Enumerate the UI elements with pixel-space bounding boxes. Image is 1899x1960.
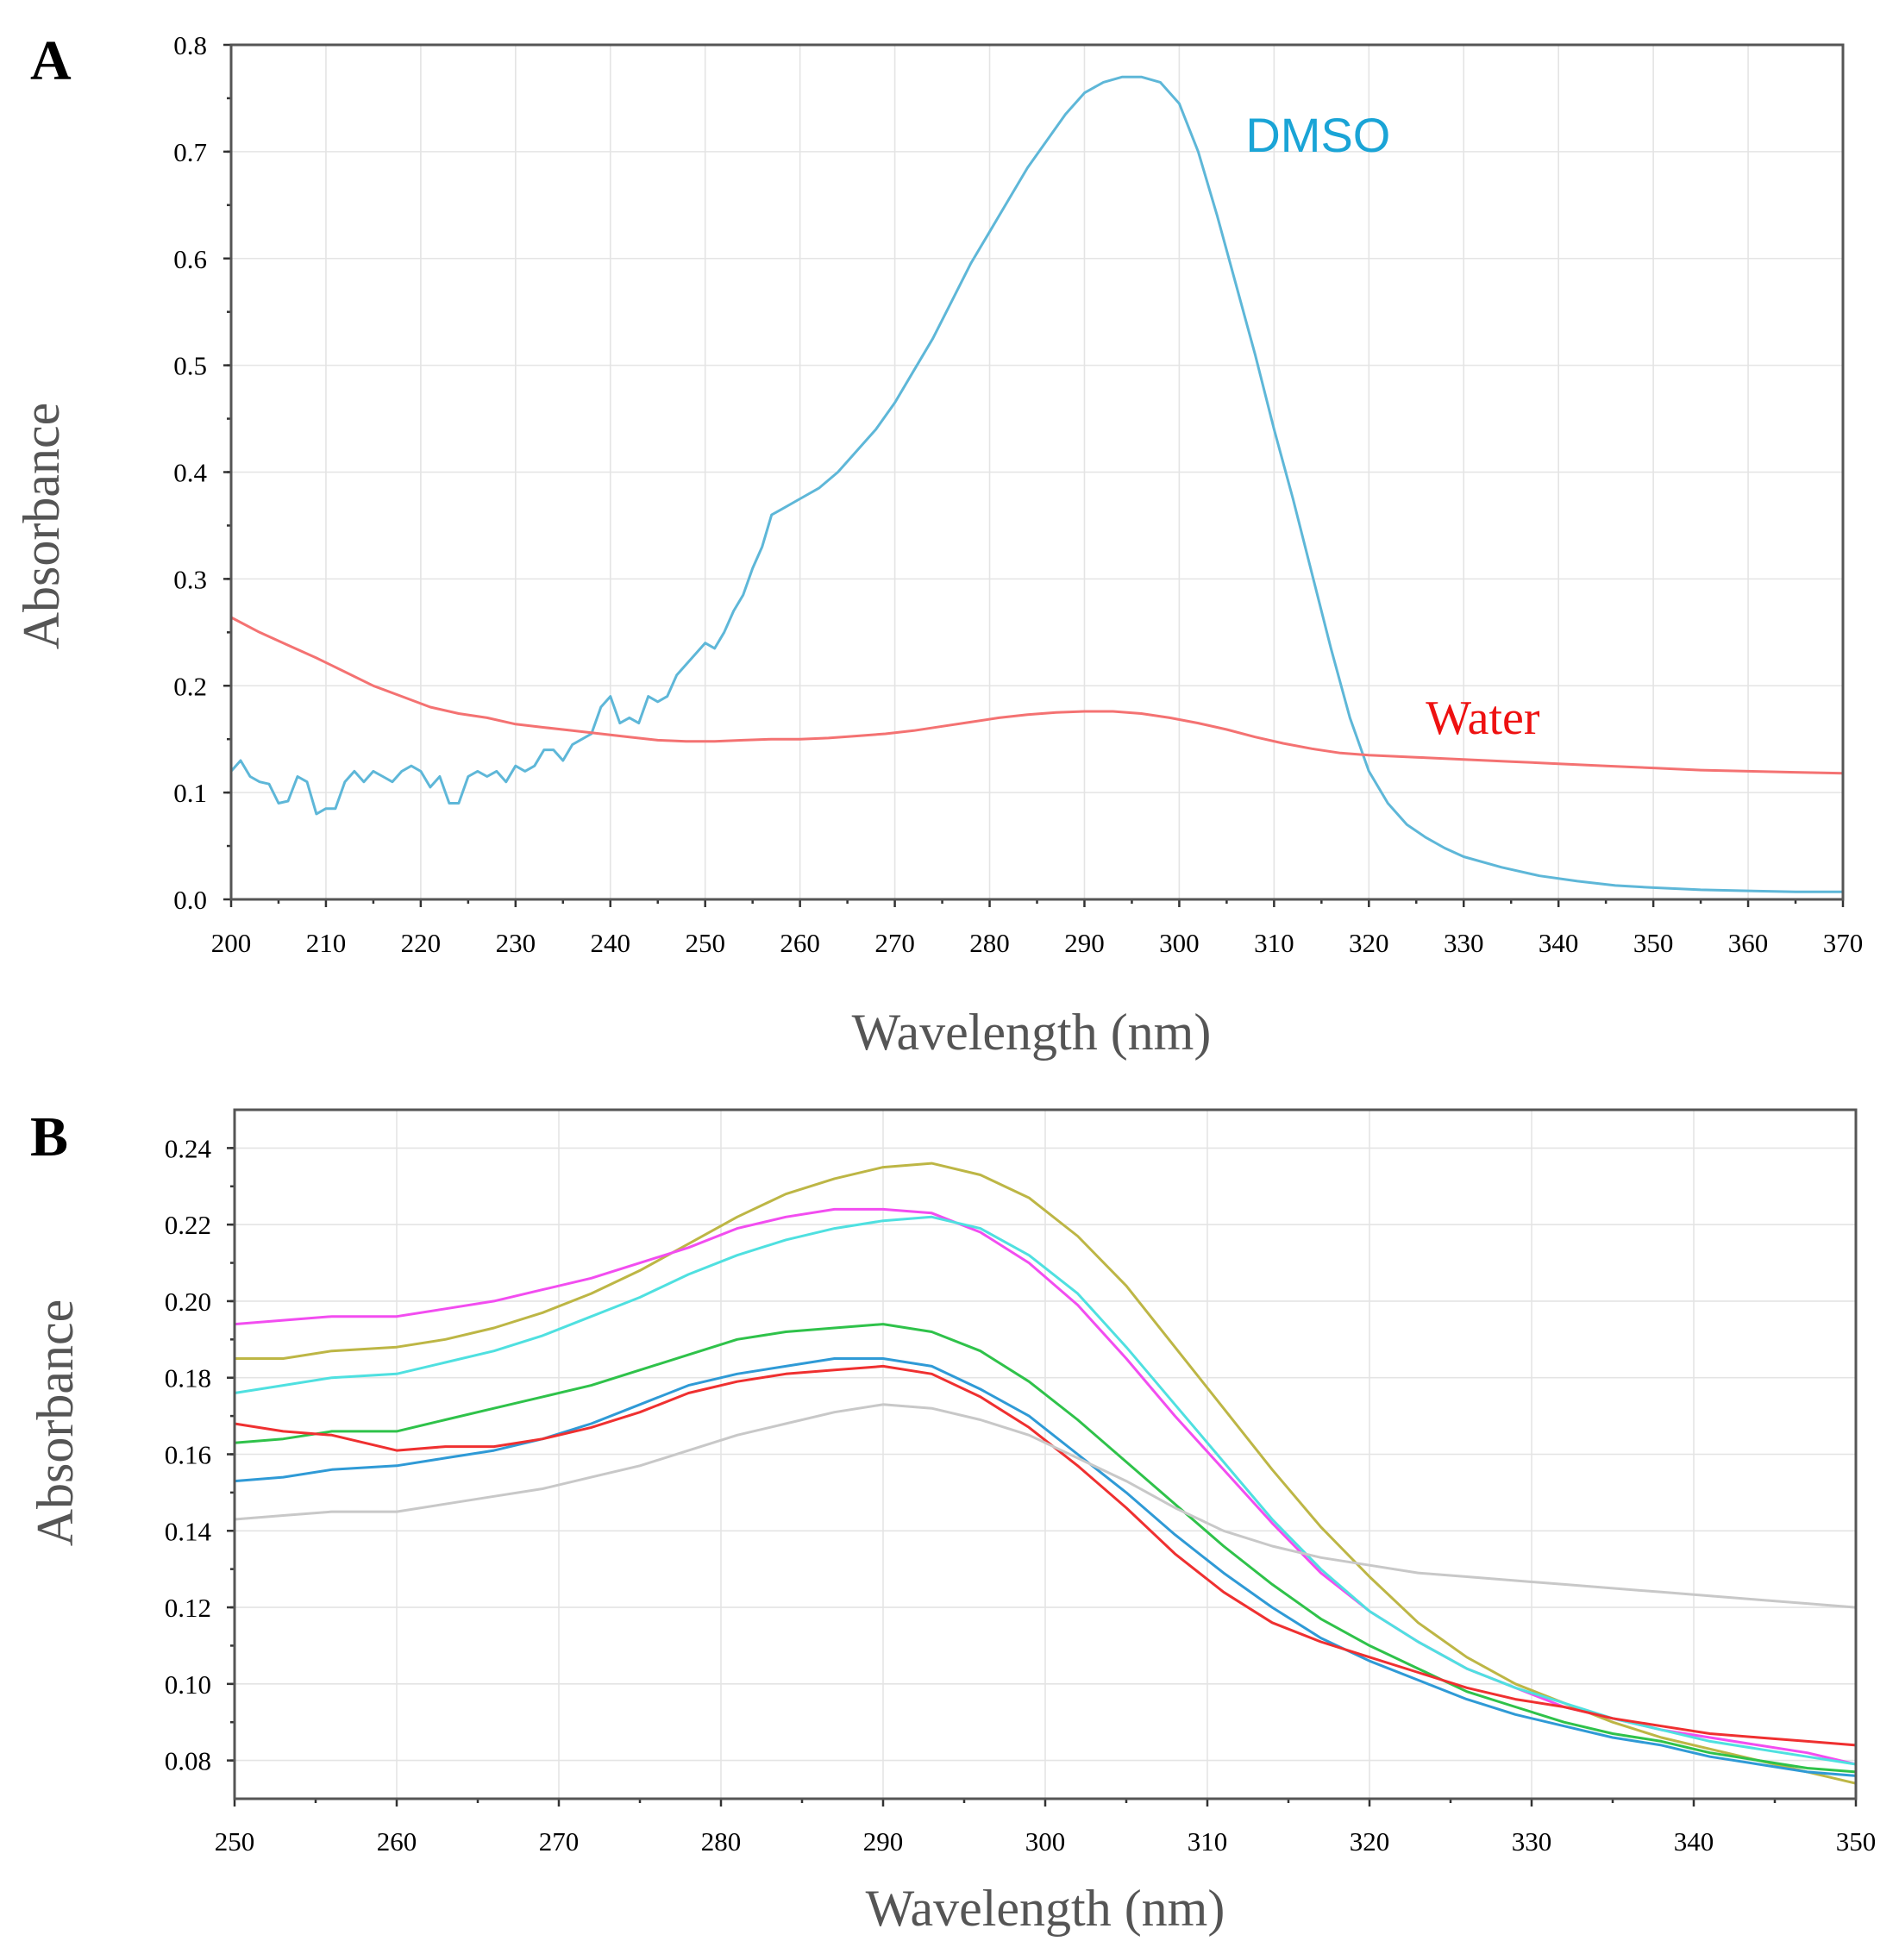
- panel-a-y-tick-label: 0.0: [173, 885, 207, 915]
- panel-b-x-tick-label: 320: [1350, 1826, 1390, 1857]
- panel-b-y-tick-label: 0.10: [165, 1669, 211, 1700]
- panel-b-x-tick-label: 350: [1836, 1826, 1877, 1857]
- panel-b-x-tick-label: 310: [1188, 1826, 1228, 1857]
- panel-a-y-tick-label: 0.4: [173, 458, 207, 488]
- panel-b-y-axis-title: Absorbance: [27, 1299, 84, 1547]
- panel-a-x-tick-label: 260: [780, 928, 820, 958]
- panel-a-y-axis-title: Absorbance: [13, 403, 70, 650]
- panel-b-x-tick-label: 270: [539, 1826, 580, 1857]
- panel-a-x-tick-label: 200: [211, 928, 252, 958]
- panel-b-y-tick-label: 0.12: [165, 1593, 211, 1623]
- panel-a-x-tick-label: 230: [496, 928, 536, 958]
- panel-a-x-tick-label: 240: [591, 928, 631, 958]
- panel-a-y-tick-label: 0.7: [173, 137, 207, 167]
- panel-a-x-tick-label: 310: [1254, 928, 1294, 958]
- panel-a-x-tick-label: 360: [1728, 928, 1769, 958]
- panel-b-chart: B 250 260 270 280 290 300 310 320 330 340 350 0.08…: [27, 1105, 1876, 1937]
- panel-a-label-dmso: DMSO: [1245, 108, 1390, 162]
- panel-a-x-tick-label: 250: [685, 928, 725, 958]
- panel-a-ticks: [223, 43, 1845, 907]
- panel-a-x-tick-label: 330: [1444, 928, 1484, 958]
- panel-a-x-tick-label: 270: [874, 928, 915, 958]
- panel-a-x-tick-label: 320: [1349, 928, 1389, 958]
- panel-a-x-tick-label: 210: [306, 928, 347, 958]
- panel-b-x-tick-label: 250: [215, 1826, 255, 1857]
- panel-b-y-tick-label: 0.18: [165, 1363, 211, 1393]
- panel-a-chart: A 200 210 220 230 240 250 260 270 280 290 300 310 32…: [13, 29, 1863, 1061]
- panel-a-y-tick-labels: 0.0 0.1 0.2 0.3 0.4 0.5 0.6 0.7 0.8: [173, 30, 207, 915]
- panel-a-x-axis-title: Wavelength (nm): [852, 1004, 1212, 1061]
- panel-b-series-green: [233, 1323, 1858, 1774]
- panel-b-y-tick-label: 0.16: [165, 1440, 211, 1470]
- panel-a-grid: [230, 44, 1844, 900]
- panel-b-x-tick-labels: 250 260 270 280 290 300 310 320 330 340 350: [215, 1826, 1877, 1857]
- panel-b-y-tick-labels: 0.08 0.10 0.12 0.14 0.16 0.18 0.20 0.22 0.24: [165, 1133, 212, 1775]
- panel-a-x-tick-label: 350: [1633, 928, 1674, 958]
- panel-a-x-tick-label: 290: [1064, 928, 1105, 958]
- panel-b-x-tick-label: 330: [1512, 1826, 1552, 1857]
- panel-b-y-tick-label: 0.24: [165, 1133, 212, 1163]
- panel-a-y-tick-label: 0.6: [173, 244, 207, 274]
- panel-b-x-axis-title: Wavelength (nm): [866, 1880, 1225, 1937]
- panel-a-label-water: Water: [1426, 692, 1540, 745]
- panel-a-annotations: DMSO Water: [1245, 108, 1540, 745]
- panel-a-y-tick-label: 0.1: [173, 778, 207, 808]
- panel-b-x-tick-label: 260: [377, 1826, 417, 1857]
- panel-a-y-tick-label: 0.3: [173, 564, 207, 594]
- panel-a-series-water: [229, 616, 1845, 775]
- panel-a-x-tick-label: 220: [401, 928, 442, 958]
- panel-a-y-tick-label: 0.8: [173, 30, 207, 60]
- panel-a-series: [229, 75, 1845, 893]
- panel-b-x-tick-label: 340: [1674, 1826, 1714, 1857]
- panel-a-series-dmso: [229, 75, 1845, 893]
- panel-b-y-tick-label: 0.22: [165, 1210, 211, 1240]
- panel-b-series-cyan: [233, 1215, 1858, 1766]
- panel-b-x-tick-label: 300: [1025, 1826, 1066, 1857]
- panel-a-x-tick-label: 370: [1823, 928, 1864, 958]
- panel-b-plot-frame: [233, 1108, 1858, 1800]
- panel-b-x-tick-label: 290: [863, 1826, 904, 1857]
- panel-a-letter: A: [30, 29, 72, 92]
- panel-b-y-tick-label: 0.20: [165, 1287, 211, 1317]
- panel-b-x-tick-label: 280: [701, 1826, 742, 1857]
- panel-b-letter: B: [30, 1105, 68, 1168]
- panel-b-ticks: [227, 1147, 1858, 1807]
- panel-a-y-tick-label: 0.5: [173, 351, 207, 381]
- panel-b-series-gray: [233, 1403, 1858, 1609]
- panel-a-x-tick-label: 340: [1539, 928, 1579, 958]
- panel-a-x-tick-labels: 200 210 220 230 240 250 260 270 280 290 300 310 320 3…: [211, 928, 1864, 958]
- panel-a-plot-frame: [229, 43, 1845, 901]
- panel-a-x-tick-label: 280: [969, 928, 1010, 958]
- panel-a-y-tick-label: 0.2: [173, 671, 207, 701]
- panel-b-series: [233, 1162, 1858, 1785]
- panel-b-y-tick-label: 0.14: [165, 1516, 212, 1546]
- panel-b-y-tick-label: 0.08: [165, 1746, 211, 1776]
- panel-a-x-tick-label: 300: [1159, 928, 1200, 958]
- panel-b-series-blue: [233, 1357, 1858, 1777]
